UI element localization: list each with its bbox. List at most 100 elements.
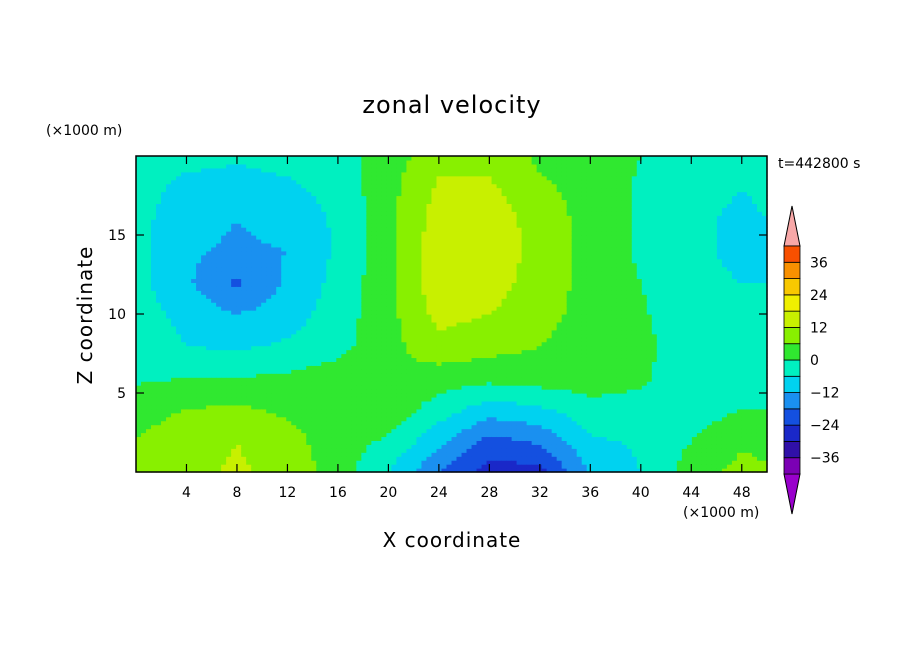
field-cell: [441, 203, 448, 208]
field-cell: [391, 440, 398, 445]
field-cell: [176, 357, 182, 362]
field-cell: [316, 246, 322, 252]
field-cell: [236, 159, 242, 165]
field-cell: [301, 175, 307, 181]
field-cell: [231, 317, 237, 323]
field-cell: [191, 266, 197, 272]
field-cell: [421, 468, 428, 473]
field-cell: [201, 428, 207, 434]
field-cell: [431, 357, 438, 362]
field-cell: [251, 377, 257, 382]
field-cell: [196, 294, 202, 299]
field-cell: [411, 464, 418, 469]
field-cell: [261, 163, 267, 169]
field-cell: [346, 211, 352, 216]
field-cell: [206, 436, 212, 441]
field-cell: [181, 219, 187, 224]
field-cell: [186, 424, 192, 430]
field-cell: [376, 199, 382, 204]
field-cell: [171, 298, 177, 303]
field-cell: [346, 282, 352, 287]
field-cell: [241, 270, 247, 276]
field-cell: [216, 171, 222, 177]
field-cell: [426, 365, 433, 370]
field-cell: [311, 396, 317, 402]
field-cell: [206, 428, 212, 434]
field-cell: [346, 175, 352, 181]
field-cell: [136, 310, 142, 315]
field-cell: [336, 317, 342, 323]
field-cell: [371, 393, 377, 398]
field-cell: [256, 238, 262, 244]
field-cell: [401, 353, 408, 359]
field-cell: [401, 444, 408, 449]
field-cell: [206, 408, 212, 414]
field-cell: [416, 412, 423, 418]
field-cell: [151, 389, 157, 394]
field-cell: [306, 159, 312, 165]
field-cell: [341, 321, 347, 327]
field-cell: [281, 294, 287, 299]
field-cell: [236, 373, 242, 378]
field-cell: [281, 282, 287, 287]
field-cell: [151, 179, 157, 185]
field-cell: [136, 381, 142, 386]
field-cell: [246, 156, 252, 161]
field-cell: [391, 325, 398, 331]
field-cell: [431, 436, 438, 441]
field-cell: [276, 306, 282, 311]
field-cell: [231, 373, 237, 378]
field-cell: [331, 321, 337, 327]
field-cell: [151, 448, 157, 453]
field-cell: [431, 207, 438, 212]
field-cell: [286, 171, 292, 177]
field-cell: [201, 456, 207, 461]
field-cell: [306, 167, 312, 173]
field-cell: [286, 349, 292, 355]
field-cell: [266, 254, 272, 260]
field-cell: [261, 333, 267, 339]
field-cell: [226, 246, 232, 252]
field-cell: [181, 290, 187, 295]
field-cell: [416, 207, 423, 212]
field-cell: [216, 389, 222, 394]
field-cell: [396, 345, 403, 351]
field-cell: [381, 159, 387, 165]
field-cell: [356, 361, 362, 366]
field-cell: [246, 456, 252, 461]
field-cell: [161, 448, 167, 453]
field-cell: [441, 298, 448, 303]
field-cell: [301, 369, 307, 374]
field-cell: [376, 468, 382, 473]
field-cell: [196, 314, 202, 319]
field-cell: [146, 460, 152, 465]
field-cell: [431, 215, 438, 220]
field-cell: [291, 231, 297, 236]
field-cell: [181, 460, 187, 465]
field-cell: [256, 400, 262, 406]
field-cell: [276, 329, 282, 335]
field-cell: [246, 298, 252, 303]
field-cell: [321, 349, 327, 355]
field-cell: [171, 452, 177, 457]
field-cell: [156, 310, 162, 315]
field-cell: [376, 452, 382, 457]
field-cell: [401, 286, 408, 291]
field-cell: [421, 373, 428, 378]
field-cell: [286, 404, 292, 410]
field-cell: [386, 404, 393, 410]
field-cell: [381, 456, 387, 461]
field-cell: [181, 404, 187, 410]
field-cell: [211, 385, 217, 390]
field-cell: [156, 428, 162, 434]
field-cell: [271, 424, 277, 430]
field-cell: [186, 460, 192, 465]
field-cell: [436, 163, 443, 169]
field-cell: [291, 329, 297, 335]
field-cell: [381, 400, 387, 406]
field-cell: [396, 333, 403, 339]
field-cell: [306, 452, 312, 457]
field-cell: [336, 215, 342, 220]
field-cell: [321, 456, 327, 461]
field-cell: [311, 314, 317, 319]
